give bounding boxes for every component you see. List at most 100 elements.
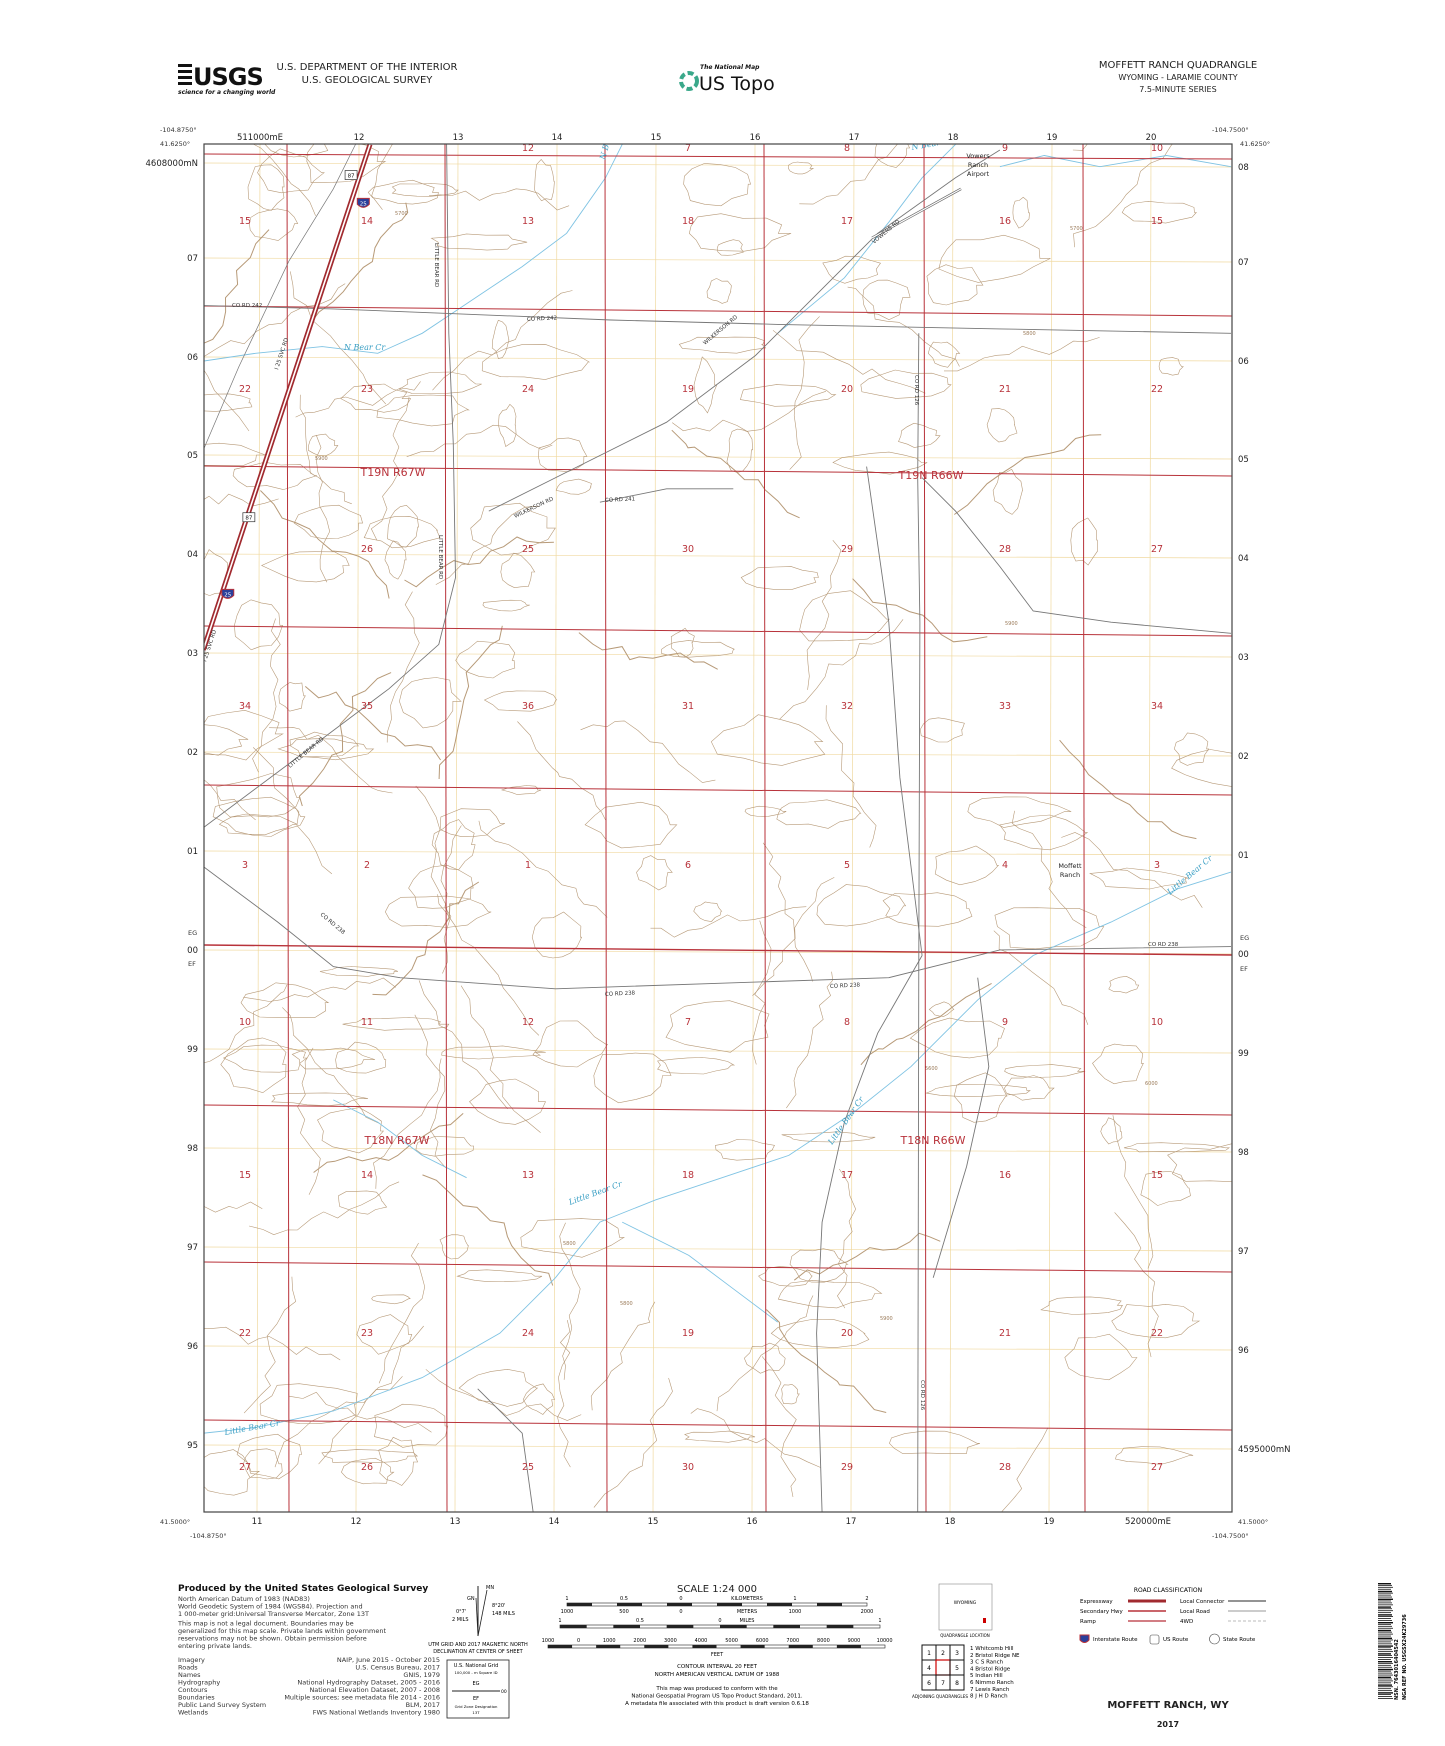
contour-line — [460, 985, 541, 1133]
datum-note: 1 000-meter grid:Universal Transverse Me… — [178, 1610, 369, 1618]
datum-note: reservations may not be shown. Obtain pe… — [178, 1635, 367, 1643]
contour-line — [781, 1131, 876, 1143]
utm-gridline — [204, 1147, 1232, 1153]
km-scale-bar-segment — [567, 1603, 592, 1606]
barcode-bar — [1378, 1600, 1391, 1602]
utm-gridline — [1048, 144, 1053, 1512]
section-number: 1 — [525, 860, 531, 871]
roads — [204, 144, 1232, 1512]
road-class-label: Local Road — [1180, 1609, 1210, 1615]
section-line — [604, 144, 608, 1512]
scale-label: 1000 — [789, 1609, 802, 1615]
survey-name: U.S. GEOLOGICAL SURVEY — [302, 75, 434, 86]
section-number: 2 — [364, 860, 370, 871]
contour-line — [418, 980, 508, 1110]
road-label: CO RD 126 — [919, 1380, 925, 1411]
mile-scale-bar-segment — [613, 1625, 640, 1628]
contour-line — [938, 234, 1051, 283]
map-year: 2017 — [1157, 1720, 1179, 1729]
usng-zone: 13T — [472, 1710, 480, 1715]
contour-value-label: 5800 — [1023, 331, 1036, 337]
shield-label: State Route — [1223, 1637, 1256, 1643]
northing-label: 08 — [1238, 163, 1249, 173]
contour-line — [740, 384, 837, 407]
section-line — [204, 465, 1232, 477]
section-number: 28 — [999, 544, 1011, 555]
northing-label: 95 — [187, 1441, 198, 1451]
adjoining-quad-name: 7 Lewis Ranch — [970, 1687, 1010, 1693]
contour-line — [367, 179, 439, 205]
contour-line — [898, 422, 941, 448]
barcode-bar — [1378, 1592, 1393, 1594]
contour-line — [500, 785, 542, 795]
interstate-shield-icon — [1079, 1634, 1090, 1643]
easting-label: 15 — [651, 133, 662, 143]
map-body[interactable]: 5700580059005600580059006000580057005900… — [117, 57, 1291, 1576]
section-number: 6 — [685, 860, 691, 871]
contour-line — [1089, 867, 1189, 890]
contour-line — [683, 163, 752, 207]
adjoining-quad-name: 4 Bristol Ridge — [970, 1666, 1011, 1672]
contour-line — [919, 717, 965, 743]
easting-label: 13 — [450, 1517, 461, 1527]
section-number: 33 — [999, 701, 1011, 712]
contour-line — [822, 255, 881, 284]
contour-line — [384, 540, 407, 580]
contour-line — [455, 640, 516, 679]
contour-line — [1114, 1212, 1159, 1358]
section-line — [204, 625, 1232, 637]
contour-line — [657, 1057, 736, 1075]
section-number: 22 — [1151, 1328, 1163, 1339]
source-value: Multiple sources; see metadata file 2014… — [284, 1694, 440, 1702]
contour-line — [204, 724, 249, 756]
us-topo-label: US Topo — [699, 73, 775, 95]
contour-line — [257, 148, 325, 194]
source-name: Roads — [178, 1664, 198, 1672]
contour-line — [715, 1139, 775, 1161]
road-line — [204, 305, 1232, 334]
section-number: 17 — [841, 216, 853, 227]
section-number: 12 — [522, 1017, 534, 1028]
road-label: CO RD 242 — [527, 315, 558, 323]
barcode-bar — [1378, 1590, 1392, 1593]
northing-label: 06 — [1238, 357, 1249, 367]
contour-line — [374, 1403, 449, 1448]
contour-line — [481, 343, 591, 380]
scale-label: 7000 — [786, 1638, 799, 1644]
scale-label: FEET — [711, 1652, 724, 1658]
convergence-angle: 0°7' — [456, 1609, 466, 1615]
contour-line — [435, 505, 539, 585]
easting-label: 520000mE — [1125, 1517, 1171, 1527]
contour-line — [307, 433, 339, 457]
contour-line — [439, 1234, 469, 1260]
contour-line — [944, 337, 1100, 372]
mn-label: MN — [486, 1585, 494, 1591]
us-route-shield-icon — [242, 512, 256, 523]
barcode-bar — [1378, 1606, 1391, 1608]
scale-label: 0 — [577, 1638, 580, 1644]
contour-line — [425, 1369, 582, 1421]
contour-line — [315, 434, 331, 583]
ne-latitude: 41.6250° — [1240, 140, 1270, 148]
adjoining-cell-number: 4 — [927, 1665, 931, 1672]
section-number: 19 — [682, 384, 694, 395]
section-line — [204, 305, 1232, 317]
contour-line — [341, 1457, 395, 1485]
northing-label: 04 — [187, 550, 198, 560]
contour-line — [288, 1391, 432, 1433]
easting-label: 19 — [1044, 1517, 1055, 1527]
scale-label: KILOMETERS — [731, 1596, 763, 1602]
source-name: Names — [178, 1671, 201, 1679]
nw-latitude: 41.6250° — [160, 140, 190, 148]
state-county: WYOMING - LARAMIE COUNTY — [1118, 73, 1237, 82]
state-outline — [938, 1583, 993, 1631]
scale-label: 0.5 — [636, 1618, 644, 1624]
road-line — [816, 955, 923, 1512]
shield-label: Interstate Route — [1093, 1637, 1138, 1643]
barcode-bar — [1378, 1586, 1393, 1588]
usgs-tagline: science for a changing world — [178, 89, 276, 96]
contour-line — [1001, 1427, 1049, 1512]
barcode-bar — [1378, 1583, 1391, 1585]
barcode-bar — [1378, 1616, 1393, 1617]
contour-line — [590, 1301, 656, 1411]
